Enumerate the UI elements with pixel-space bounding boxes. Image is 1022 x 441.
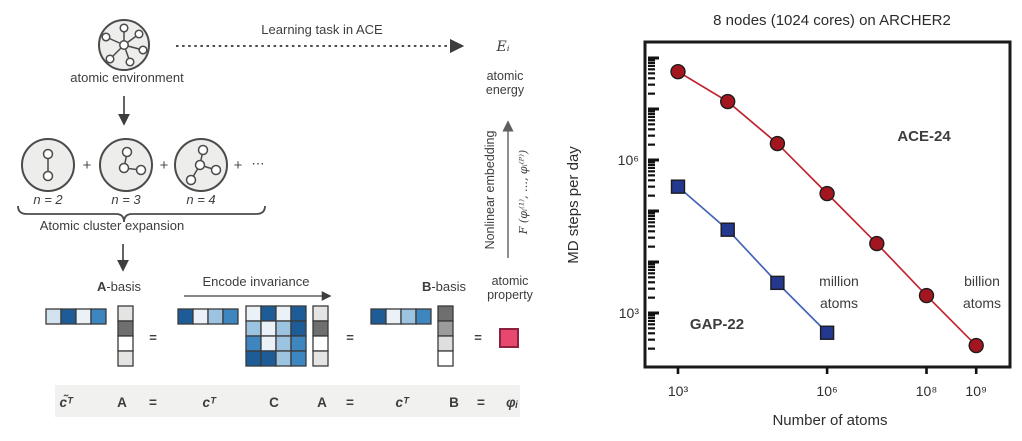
cluster-label-n3: n = 3 [111, 192, 141, 207]
svg-text:10⁸: 10⁸ [916, 383, 938, 399]
matrix-c-row-2 [370, 308, 432, 325]
b-basis-label: B-basis [422, 279, 467, 294]
eq-c-tilde-T: c̃ᵀ [59, 395, 74, 410]
atomic-property-label-line2: property [487, 288, 534, 302]
equation-row: c̃ᵀ A = cᵀ C A = cᵀ B = φᵢ [59, 395, 518, 410]
series-label-gap22: GAP-22 [690, 316, 744, 333]
matrix-c-tilde-row [45, 308, 107, 325]
atomic-energy-label-line2: energy [486, 83, 525, 97]
cluster-n4 [174, 138, 228, 192]
annotation-million-line1: million [819, 273, 859, 289]
svg-text:10⁹: 10⁹ [965, 383, 987, 399]
performance-chart: 8 nodes (1024 cores) on ARCHER2 10⁶ 10³ 1… [565, 12, 1012, 429]
a-basis-label: A-basis [97, 279, 142, 294]
equals-1: = [149, 330, 157, 345]
expansion-brace [17, 205, 266, 223]
environment-atoms [101, 23, 148, 67]
eq-equals-1: = [149, 395, 157, 410]
atomic-property-label-line1: atomic [492, 274, 529, 288]
matrix-c-row-1 [177, 308, 239, 325]
eq-cT-1: cᵀ [202, 395, 217, 410]
cluster-n3 [99, 138, 153, 192]
eq-C: C [269, 395, 279, 410]
expansion-label: Atomic cluster expansion [40, 218, 185, 233]
eq-phi-i: φᵢ [506, 395, 518, 410]
eq-B: B [449, 395, 459, 410]
chart-title: 8 nodes (1024 cores) on ARCHER2 [713, 12, 951, 29]
eq-A-1: A [117, 395, 127, 410]
plus-sign-3: + [234, 157, 243, 174]
ace-method-diagram: atomic environment Learning task in ACE … [17, 19, 534, 417]
ellipsis: ⋯ [252, 156, 265, 171]
equals-3: = [474, 330, 482, 345]
eq-cT-2: cᵀ [395, 395, 410, 410]
atomic-environment-graphic [98, 19, 150, 71]
plus-sign-2: + [160, 157, 169, 174]
y-axis-ticks: 10⁶ 10³ [618, 56, 659, 350]
matrix-a-column-1 [117, 305, 134, 367]
atomic-environment-label: atomic environment [70, 70, 184, 85]
matrix-a-column-2 [312, 305, 329, 367]
atomic-energy-label-line1: atomic [487, 69, 524, 83]
matrix-b-column [437, 305, 454, 367]
matrix-c-grid [245, 305, 307, 367]
eq-equals-2: = [346, 395, 354, 410]
plot-frame [643, 40, 1012, 369]
annotation-billion-line1: billion [964, 273, 1000, 289]
atomic-energy-symbol: Eᵢ [495, 39, 509, 55]
svg-text:10⁶: 10⁶ [816, 383, 837, 399]
cluster-n2 [21, 138, 75, 192]
eq-A-2: A [317, 395, 327, 410]
nonlinear-embedding-label: Nonlinear embedding [483, 131, 497, 250]
annotation-billion-line2: atoms [963, 295, 1001, 311]
embedding-function-label: F (φᵢ⁽¹⁾, …, φᵢ⁽ᴾ⁾) [517, 150, 530, 235]
annotation-million-line2: atoms [820, 295, 858, 311]
series-label-ace24: ACE-24 [897, 128, 951, 145]
equation-strip [55, 385, 520, 417]
encode-invariance-label: Encode invariance [203, 274, 310, 289]
x-axis-ticks: 10³ 10⁶ 10⁸ 10⁹ [668, 367, 987, 399]
eq-equals-3: = [477, 395, 485, 410]
svg-text:10⁶: 10⁶ [618, 152, 639, 168]
cluster-label-n2: n = 2 [33, 192, 63, 207]
svg-text:10³: 10³ [668, 383, 689, 399]
equals-2: = [346, 330, 354, 345]
x-axis-label: Number of atoms [772, 412, 887, 429]
plus-sign-1: + [83, 157, 92, 174]
learning-task-label: Learning task in ACE [261, 22, 383, 37]
data-series [670, 63, 984, 354]
y-axis-label: MD steps per day [565, 146, 582, 264]
atomic-property-square [499, 328, 519, 348]
svg-text:10³: 10³ [619, 305, 640, 321]
cluster-label-n4: n = 4 [186, 192, 215, 207]
